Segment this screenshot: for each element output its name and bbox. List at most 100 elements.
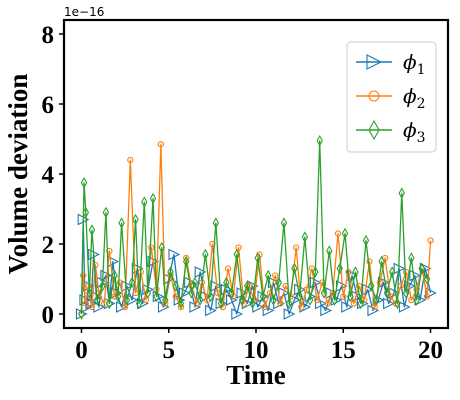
x-tick-label: 10	[244, 337, 269, 364]
data-point	[373, 294, 380, 306]
data-point	[196, 294, 204, 306]
data-point	[212, 217, 220, 229]
data-point	[157, 301, 170, 313]
data-point	[157, 141, 165, 148]
data-point	[362, 283, 374, 296]
data-point	[283, 308, 296, 320]
series-line	[80, 140, 428, 315]
data-point	[188, 287, 195, 299]
data-point	[141, 196, 148, 208]
data-point	[427, 237, 434, 244]
data-point	[128, 276, 136, 289]
data-point	[262, 304, 275, 317]
data-point	[299, 301, 312, 313]
data-point	[341, 227, 349, 240]
data-point	[205, 304, 217, 317]
data-point	[367, 280, 375, 292]
series-layer	[75, 135, 437, 320]
data-point	[238, 294, 246, 306]
data-point	[136, 297, 149, 310]
data-point	[340, 293, 347, 300]
data-point	[191, 276, 199, 289]
y-tick-label: 2	[42, 232, 55, 259]
data-point	[172, 280, 179, 292]
data-point	[398, 187, 405, 199]
data-point	[194, 266, 207, 278]
data-point	[362, 234, 370, 247]
data-point	[249, 297, 256, 310]
data-point	[228, 287, 235, 299]
legend-frame	[346, 41, 437, 153]
y-axis: 0 2 4 6 8	[42, 22, 64, 329]
series-ϕ2	[78, 141, 434, 318]
data-point	[168, 248, 181, 261]
data-point	[93, 294, 101, 306]
data-point	[298, 303, 305, 311]
data-point	[183, 254, 190, 262]
data-point	[424, 287, 437, 299]
data-point	[148, 244, 155, 251]
data-point	[202, 248, 209, 261]
legend-marker	[368, 119, 380, 141]
data-point	[254, 252, 261, 264]
x-axis: 0 5 10 15 20	[75, 328, 443, 364]
data-point	[118, 217, 125, 229]
data-point	[78, 308, 85, 320]
data-point	[88, 303, 96, 311]
data-point	[346, 269, 359, 282]
data-point	[92, 261, 99, 269]
data-point	[111, 293, 118, 300]
data-point	[207, 290, 214, 303]
x-tick-label: 15	[331, 337, 356, 364]
data-point	[80, 177, 88, 189]
data-point	[177, 303, 185, 311]
data-point	[383, 287, 391, 299]
data-point	[116, 279, 124, 286]
data-point	[114, 290, 122, 303]
data-point	[336, 262, 344, 275]
data-point	[272, 272, 279, 279]
data-point	[264, 269, 272, 282]
data-point	[144, 287, 152, 299]
data-point	[383, 297, 395, 310]
data-point	[280, 217, 288, 229]
series-ϕ3	[78, 135, 431, 320]
data-point	[394, 297, 401, 310]
data-point	[158, 241, 165, 254]
data-point	[414, 294, 427, 306]
data-point	[296, 290, 303, 303]
data-point	[419, 262, 432, 275]
data-point	[352, 266, 359, 278]
data-point	[350, 300, 357, 307]
x-tick-label: 20	[418, 337, 443, 364]
y-tick-label: 8	[42, 22, 55, 49]
y-tick-label: 4	[42, 162, 55, 189]
data-point	[116, 301, 128, 313]
data-point	[162, 294, 169, 306]
data-point	[331, 294, 338, 306]
series-line	[80, 143, 432, 315]
data-point	[93, 301, 106, 313]
data-point	[378, 255, 385, 268]
data-point	[326, 245, 333, 257]
data-point	[127, 156, 134, 164]
data-point	[320, 287, 328, 299]
data-point	[224, 265, 232, 272]
data-point	[371, 303, 378, 311]
data-point	[177, 297, 185, 310]
data-point	[347, 290, 354, 303]
data-point	[100, 269, 113, 282]
data-point	[153, 290, 160, 303]
data-point	[80, 272, 87, 279]
data-point	[135, 297, 143, 310]
data-point	[86, 287, 93, 299]
data-point	[244, 280, 251, 292]
data-point	[376, 279, 384, 286]
data-point	[162, 300, 169, 307]
data-point	[261, 303, 268, 311]
data-point	[312, 266, 319, 278]
data-point	[231, 308, 244, 320]
data-point	[408, 252, 415, 264]
